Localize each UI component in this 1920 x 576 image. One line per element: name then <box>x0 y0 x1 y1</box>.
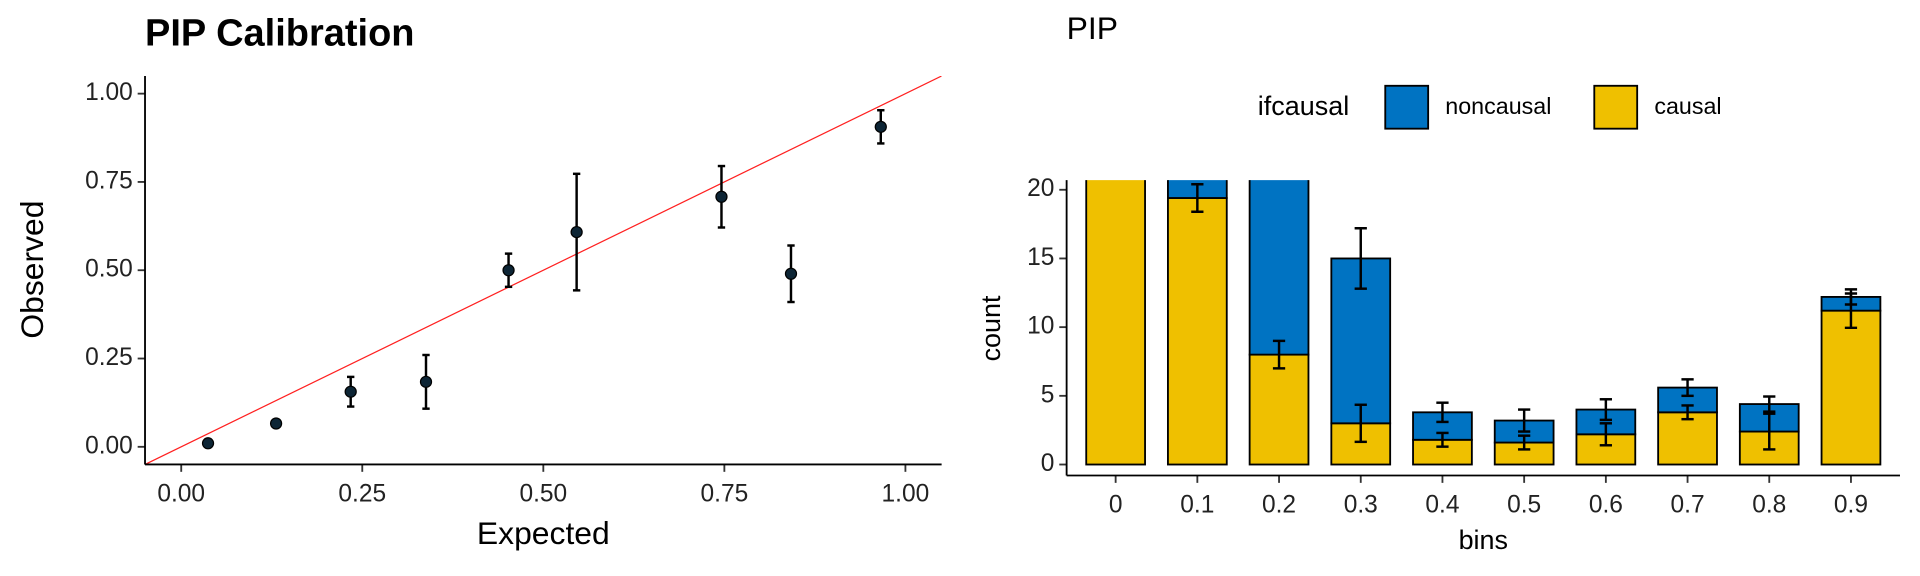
reference-line <box>145 75 942 465</box>
legend-label: noncausal <box>1445 93 1551 119</box>
y-tick-label: 0.25 <box>85 344 133 371</box>
x-tick-label: 0.8 <box>1752 492 1786 519</box>
y-tick-label: 0 <box>1041 450 1055 477</box>
bar-segment <box>1248 180 1310 356</box>
error-bar <box>1599 422 1612 447</box>
error-bar <box>1354 403 1367 444</box>
y-axis-title: Observed <box>14 201 50 339</box>
y-tick-label: 0.75 <box>85 167 133 194</box>
legend-title: ifcausal <box>1258 91 1349 121</box>
error-bar <box>1354 227 1367 290</box>
bar-segment <box>1820 309 1882 466</box>
x-tick-label: 0.3 <box>1344 492 1378 519</box>
bar-segment <box>1657 411 1718 466</box>
x-tick-label: 0.2 <box>1262 492 1296 519</box>
x-tick-label: 1.00 <box>882 481 930 508</box>
legend-swatch <box>1593 84 1639 130</box>
x-tick-label: 0.5 <box>1507 492 1541 519</box>
x-tick-label: 0.6 <box>1589 492 1623 519</box>
point <box>502 264 515 277</box>
y-tick-label: 5 <box>1041 381 1055 408</box>
point <box>269 417 283 430</box>
bar-segment <box>1167 197 1228 466</box>
x-axis-title: Expected <box>477 515 610 551</box>
bar-segment <box>1085 180 1146 466</box>
legend-swatch <box>1384 84 1430 130</box>
y-axis-title: count <box>976 295 1006 361</box>
y-tick-label: 1.00 <box>85 79 133 106</box>
error-bar <box>1191 183 1204 213</box>
error-bar <box>1681 404 1694 421</box>
y-tick-label: 15 <box>1027 244 1054 271</box>
point <box>419 375 433 388</box>
point <box>201 437 215 450</box>
x-tick-label: 0.25 <box>338 481 386 508</box>
plot-area <box>1085 180 1882 466</box>
point <box>874 120 887 133</box>
x-tick-label: 0.4 <box>1425 492 1459 519</box>
error-bar <box>1681 378 1694 398</box>
chart-title: PIP Calibration <box>145 13 414 55</box>
x-tick-label: 0.00 <box>157 481 205 508</box>
x-axis-title: bins <box>1459 525 1508 555</box>
error-bar <box>1272 339 1286 370</box>
x-tick-label: 0 <box>1109 492 1123 519</box>
point <box>344 385 357 398</box>
error-bar <box>1518 434 1531 451</box>
y-tick-label: 0.50 <box>85 256 133 283</box>
y-tick-label: 20 <box>1027 175 1054 202</box>
x-tick-label: 0.50 <box>519 481 567 508</box>
error-bar <box>1763 412 1776 451</box>
x-tick-label: 0.75 <box>701 481 749 508</box>
error-bar <box>1599 398 1612 422</box>
error-bar <box>1844 288 1858 306</box>
error-bar <box>1436 431 1449 448</box>
error-bar <box>1518 408 1531 433</box>
point <box>784 267 798 280</box>
legend-label: causal <box>1654 93 1721 119</box>
x-tick-label: 0.1 <box>1180 492 1214 519</box>
point <box>715 190 728 203</box>
plot-area <box>145 75 942 465</box>
y-tick-label: 0.00 <box>85 432 133 459</box>
error-bar <box>1763 395 1776 413</box>
y-tick-label: 10 <box>1027 313 1054 340</box>
x-tick-label: 0.7 <box>1671 492 1705 519</box>
chart-title: PIP <box>1067 10 1118 46</box>
x-tick-label: 0.9 <box>1834 492 1868 519</box>
bar-segment <box>1248 353 1310 466</box>
point <box>570 225 583 239</box>
error-bar <box>1436 401 1449 424</box>
